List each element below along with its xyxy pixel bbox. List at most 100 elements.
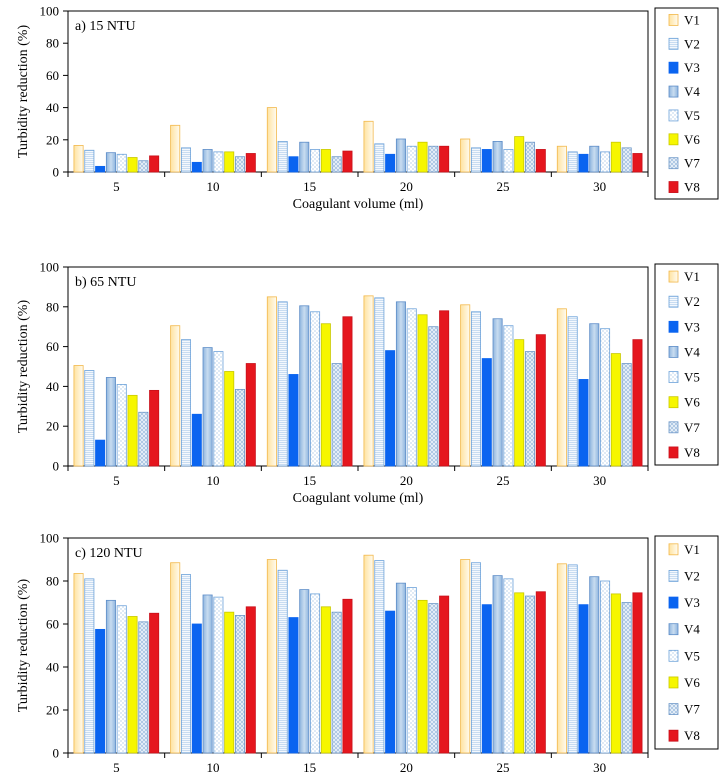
legend-swatch-v1	[668, 270, 679, 283]
bar-v6-25	[514, 136, 525, 173]
bar-v7-30	[621, 602, 632, 754]
x-tick-label: 5	[113, 473, 120, 488]
bar-v5-20	[406, 308, 417, 467]
bar-v8-30	[632, 592, 643, 754]
bar-v4-5	[105, 152, 116, 173]
legend-swatch-v1	[668, 14, 679, 26]
legend-swatch-v3	[668, 61, 679, 74]
bar-v7-15	[331, 156, 342, 173]
bar-v1-20	[363, 120, 374, 173]
bar-v3-15	[288, 617, 299, 754]
bar-v6-15	[320, 323, 331, 467]
bar-v7-5	[138, 160, 149, 173]
bar-v1-30	[556, 563, 567, 754]
x-tick-label: 20	[400, 473, 413, 488]
bar-v8-20	[439, 145, 450, 173]
bar-v4-15	[299, 305, 310, 467]
bar-v5-30	[600, 580, 611, 754]
y-tick-label: 80	[46, 36, 59, 51]
x-tick-label: 5	[113, 760, 120, 775]
bar-v2-15	[277, 569, 288, 754]
bar-v5-15	[310, 149, 321, 173]
bar-v3-5	[95, 439, 106, 467]
bar-v6-30	[610, 141, 621, 173]
bar-v3-20	[385, 610, 396, 754]
legend-label-v6: V6	[684, 675, 700, 690]
legend-swatch-v6	[668, 676, 679, 689]
bar-v2-30	[567, 151, 578, 173]
bar-v3-30	[578, 153, 589, 173]
bar-v2-20	[374, 297, 385, 467]
x-tick-label: 30	[593, 760, 606, 775]
y-axis-title: Turbidity reduction (%)	[16, 300, 31, 434]
legend-label-v3: V3	[684, 595, 700, 610]
bar-v1-15	[266, 107, 277, 173]
legend-label-v3: V3	[684, 60, 700, 75]
bar-v4-10	[202, 347, 213, 467]
bar-v1-20	[363, 554, 374, 754]
bar-v2-10	[180, 339, 191, 467]
bar-v8-15	[342, 316, 353, 467]
bar-v3-25	[481, 604, 492, 754]
bar-v3-10	[191, 161, 202, 173]
bar-v6-30	[610, 593, 621, 754]
bar-v8-5	[149, 389, 160, 467]
bar-v7-20	[428, 603, 439, 754]
bar-v5-20	[406, 587, 417, 754]
bar-v3-30	[578, 379, 589, 467]
bar-v7-15	[331, 363, 342, 467]
bar-v2-20	[374, 560, 385, 754]
legend-label-v8: V8	[684, 445, 700, 460]
bar-v8-25	[535, 149, 546, 173]
bar-v6-20	[417, 141, 428, 173]
legend-label-v1: V1	[684, 542, 700, 557]
legend-label-v7: V7	[684, 156, 700, 171]
bar-v7-5	[138, 411, 149, 467]
x-tick-label: 25	[497, 473, 510, 488]
bar-v6-30	[610, 353, 621, 467]
bar-v2-15	[277, 141, 288, 173]
bar-v6-5	[127, 616, 138, 754]
legend-label-v5: V5	[684, 370, 700, 385]
bar-v8-25	[535, 334, 546, 467]
bar-v6-5	[127, 157, 138, 173]
legend-label-v2: V2	[684, 36, 700, 51]
bar-v6-5	[127, 394, 138, 467]
bar-v7-30	[621, 147, 632, 173]
legend-label-v4: V4	[684, 84, 700, 99]
legend-label-v8: V8	[684, 180, 700, 195]
legend-swatch-v2	[668, 295, 679, 308]
legend-label-v2: V2	[684, 294, 700, 309]
bar-v5-30	[600, 328, 611, 467]
bar-v1-25	[460, 138, 471, 173]
y-tick-label: 60	[46, 68, 59, 83]
y-tick-label: 0	[53, 165, 60, 180]
bar-v5-15	[310, 593, 321, 754]
bar-v2-30	[567, 316, 578, 467]
x-tick-label: 30	[593, 473, 606, 488]
bar-v6-25	[514, 592, 525, 754]
y-axis-title: Turbidity reduction (%)	[16, 579, 31, 713]
legend-label-v2: V2	[684, 568, 700, 583]
bar-v3-5	[95, 165, 106, 173]
bar-v3-25	[481, 358, 492, 467]
bar-v5-10	[213, 596, 224, 754]
bar-v5-5	[116, 605, 127, 754]
bar-v4-20	[395, 301, 406, 467]
legend-swatch-v8	[668, 729, 679, 742]
bar-v7-30	[621, 363, 632, 467]
y-tick-label: 40	[46, 379, 59, 394]
legend-swatch-v3	[668, 596, 679, 609]
bar-v1-5	[73, 365, 84, 467]
bar-v2-30	[567, 564, 578, 754]
legend-box	[654, 7, 719, 200]
legend-label-v5: V5	[684, 648, 700, 663]
bar-v6-20	[417, 599, 428, 754]
legend-swatch-v7	[668, 157, 679, 170]
bar-v8-30	[632, 153, 643, 173]
bar-v5-15	[310, 311, 321, 467]
bar-v6-15	[320, 606, 331, 754]
bar-v7-20	[428, 326, 439, 467]
legend-swatch-v4	[668, 346, 679, 358]
